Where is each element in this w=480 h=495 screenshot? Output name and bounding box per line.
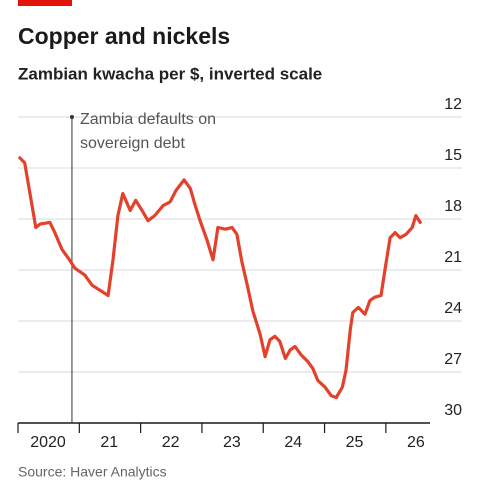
x-tick-label: 25 xyxy=(346,434,364,451)
x-tick-label: 2020 xyxy=(30,434,66,451)
annotation: Zambia defaults on xyxy=(80,111,216,128)
y-tick-label: 24 xyxy=(444,300,462,317)
y-tick-label: 15 xyxy=(444,147,462,164)
chart-title: Copper and nickels xyxy=(18,23,230,49)
x-tick-label: 21 xyxy=(100,434,118,451)
line-series xyxy=(18,156,422,400)
annotation: sovereign debt xyxy=(80,135,186,152)
brand-bar xyxy=(18,0,72,6)
y-tick-label: 27 xyxy=(444,351,462,368)
y-tick-label: 18 xyxy=(444,198,462,215)
event-dot xyxy=(69,115,74,119)
x-tick-label: 22 xyxy=(162,434,180,451)
chart-subtitle: Zambian kwacha per $, inverted scale xyxy=(18,64,322,83)
y-tick-label: 12 xyxy=(444,96,462,113)
y-tick-label: 30 xyxy=(444,402,462,419)
source: Source: Haver Analytics xyxy=(18,464,167,480)
y-tick-label: 21 xyxy=(444,249,462,266)
x-tick-label: 26 xyxy=(407,434,425,451)
x-tick-label: 23 xyxy=(223,434,241,451)
x-tick-label: 24 xyxy=(284,434,302,451)
